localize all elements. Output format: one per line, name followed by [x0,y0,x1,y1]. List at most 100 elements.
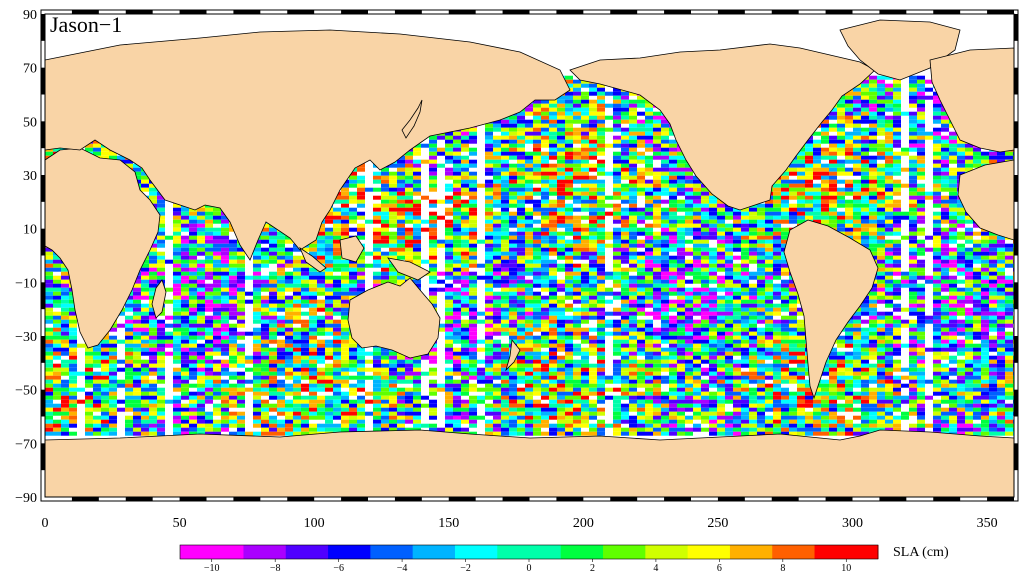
sla-cell-2253 [277,355,285,360]
sla-cell-668 [109,351,117,356]
sla-cell-4535 [517,415,525,420]
sla-cell-3948 [461,171,469,176]
sla-cell-4363 [501,423,509,428]
sla-cell-4427 [509,331,517,336]
sla-cell-579 [101,343,109,348]
sla-cell-995 [149,191,157,196]
sla-cell-3946 [461,163,469,168]
sla-cell-1321 [181,375,189,380]
sla-cell-2822 [333,283,341,288]
sla-cell-708 [117,359,125,364]
sla-cell-2513 [301,399,309,404]
sla-cell-4438 [509,375,517,380]
sla-cell-2350 [285,415,293,420]
sla-cell-3999 [461,383,469,388]
sla-cell-4861 [549,363,557,368]
sla-cell-1043 [149,387,157,392]
sla-cell-515 [93,399,101,404]
sla-cell-2935 [341,395,349,400]
sla-cell-3548 [405,419,413,424]
sla-cell-2838 [333,351,341,356]
sla-cell-3880 [453,235,461,240]
sla-cell-1313 [181,343,189,348]
sla-cell-1725 [221,287,229,292]
sla-cell-2185 [269,423,277,428]
sla-cell-4774 [541,351,549,356]
sla-cell-2484 [301,267,309,272]
sla-cell-306 [69,299,77,304]
sla-cell-1912 [237,391,245,396]
sla-cell-252 [61,431,69,436]
sla-cell-4333 [501,295,509,300]
sla-cell-4311 [501,207,509,212]
sla-cell-2828 [333,307,341,312]
sla-cell-160 [53,395,61,400]
sla-cell-4057 [469,283,477,288]
sla-cell-4921 [557,251,565,256]
sla-cell-3123 [365,375,373,380]
sla-cell-2578 [309,311,317,316]
sla-cell-2256 [277,367,285,372]
sla-cell-4903 [557,175,565,180]
sla-cell-3726 [429,367,437,372]
sla-cell-3783 [445,187,453,192]
sla-cell-1454 [197,219,205,224]
sla-cell-2162 [269,319,277,324]
sla-cell-2321 [285,287,293,292]
sla-cell-318 [69,347,77,352]
sla-cell-4792 [541,431,549,436]
sla-cell-3125 [365,399,373,404]
sla-cell-103 [53,147,61,152]
sla-cell-1121 [157,347,165,352]
sla-cell-4895 [557,143,565,148]
sla-cell-593 [101,399,109,404]
sla-cell-3806 [445,295,453,300]
sla-cell-4735 [541,187,549,192]
sla-cell-214 [61,271,69,276]
sla-cell-4962 [565,75,573,80]
sla-cell-597 [101,415,109,420]
sla-cell-4908 [557,195,565,200]
sla-cell-4248 [493,303,501,308]
sla-cell-3336 [389,243,397,248]
sla-cell-1130 [157,387,165,392]
sla-cell-4022 [469,127,477,132]
sla-cell-4239 [493,263,501,268]
sla-cell-3973 [461,275,469,280]
sla-cell-3771 [445,131,453,136]
sla-cell-1818 [229,339,237,344]
sla-cell-3120 [365,351,373,356]
sla-cell-767 [125,307,133,312]
sla-cell-4967 [565,95,573,100]
sla-cell-1918 [237,419,245,424]
sla-cell-2990 [349,279,357,284]
sla-cell-4152 [485,251,493,256]
sla-cell-2842 [333,367,341,372]
sla-cell-1041 [149,379,157,384]
sla-cell-508 [93,371,101,376]
sla-cell-1637 [213,275,221,280]
sla-cell-2497 [301,327,309,332]
sla-cell-880 [133,423,141,428]
sla-cell-2968 [349,171,357,176]
sla-cell-3544 [405,403,413,408]
sla-cell-3744 [437,147,445,152]
sla-cell-1215 [173,291,181,296]
sla-cell-4802 [549,115,557,120]
sla-cell-3831 [445,399,453,404]
sla-cell-4073 [469,347,477,352]
sla-cell-3987 [461,335,469,340]
sla-cell-3884 [453,251,461,256]
sla-cell-873 [133,395,141,400]
sla-cell-4271 [493,403,501,408]
sla-cell-4765 [541,311,549,316]
sla-cell-4274 [493,415,501,420]
sla-cell-3171 [373,275,381,280]
sla-cell-4866 [549,383,557,388]
sla-cell-4753 [541,259,549,264]
sla-cell-250 [61,423,69,428]
sla-cell-3459 [397,403,405,408]
sla-cell-2841 [333,363,341,368]
sla-cell-1809 [229,299,237,304]
sla-cell-1499 [197,407,205,412]
